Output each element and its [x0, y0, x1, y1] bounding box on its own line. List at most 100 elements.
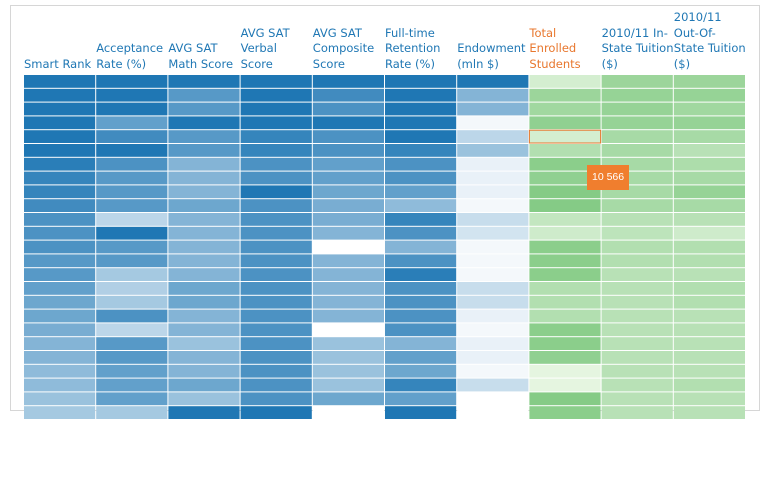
heatmap-cell[interactable] — [24, 323, 96, 337]
column-header[interactable]: AVG SAT Composite Score — [312, 25, 375, 71]
heatmap-cell[interactable] — [529, 268, 601, 281]
heatmap-cell[interactable] — [312, 75, 384, 88]
heatmap-cell[interactable] — [385, 351, 457, 364]
heatmap-cell[interactable] — [601, 282, 673, 295]
heatmap-cell[interactable] — [457, 226, 529, 240]
heatmap-cell[interactable] — [529, 157, 601, 171]
heatmap-cell[interactable] — [673, 199, 745, 212]
heatmap-cell[interactable] — [529, 406, 601, 419]
heatmap-cell[interactable] — [457, 240, 529, 254]
heatmap-cell[interactable] — [529, 171, 601, 185]
column-header[interactable]: AVG SAT Math Score — [168, 41, 234, 71]
heatmap-cell[interactable] — [529, 282, 601, 295]
heatmap-cell[interactable] — [168, 102, 240, 116]
heatmap-cell[interactable] — [385, 213, 457, 226]
heatmap-cell[interactable] — [24, 337, 96, 350]
heatmap-cell[interactable] — [601, 337, 673, 350]
heatmap-cell[interactable] — [529, 295, 601, 309]
heatmap-cell[interactable] — [168, 282, 240, 295]
heatmap-cell[interactable] — [96, 102, 168, 116]
heatmap-cell[interactable] — [168, 75, 240, 88]
heatmap-cell[interactable] — [601, 323, 673, 337]
heatmap-cell[interactable] — [240, 406, 312, 419]
heatmap-cell[interactable] — [601, 295, 673, 309]
heatmap-cell[interactable] — [312, 199, 384, 212]
heatmap-cell[interactable] — [24, 392, 96, 406]
column-header[interactable]: Smart Rank — [24, 56, 92, 71]
heatmap-cell[interactable] — [168, 144, 240, 157]
heatmap-cell[interactable] — [457, 144, 529, 157]
heatmap-cell[interactable] — [673, 185, 745, 199]
heatmap-cell[interactable] — [529, 116, 601, 130]
heatmap-cell[interactable] — [168, 295, 240, 309]
heatmap-cell[interactable] — [385, 254, 457, 268]
heatmap-cell[interactable] — [601, 75, 673, 88]
heatmap-cell[interactable] — [96, 199, 168, 212]
heatmap-cell[interactable] — [529, 130, 601, 143]
heatmap-cell[interactable] — [240, 102, 312, 116]
heatmap-cell[interactable] — [240, 337, 312, 350]
heatmap-cell[interactable] — [24, 102, 96, 116]
heatmap-cell[interactable] — [673, 144, 745, 157]
heatmap-cell[interactable] — [385, 337, 457, 350]
heatmap-cell[interactable] — [312, 226, 384, 240]
heatmap-cell[interactable] — [457, 171, 529, 185]
heatmap-cell[interactable] — [385, 323, 457, 337]
heatmap-cell[interactable] — [457, 351, 529, 364]
column-header[interactable]: Full-time Retention Rate (%) — [385, 25, 441, 71]
heatmap-cell[interactable] — [457, 185, 529, 199]
heatmap-cell[interactable] — [240, 351, 312, 364]
heatmap-cell[interactable] — [240, 213, 312, 226]
heatmap-cell[interactable] — [385, 185, 457, 199]
heatmap-cell[interactable] — [240, 157, 312, 171]
heatmap-cell[interactable] — [601, 88, 673, 102]
heatmap-cell[interactable] — [385, 75, 457, 88]
heatmap-cell[interactable] — [96, 392, 168, 406]
heatmap-cell[interactable] — [96, 88, 168, 102]
heatmap-cell[interactable] — [168, 392, 240, 406]
heatmap-cell[interactable] — [96, 406, 168, 419]
heatmap-cell[interactable] — [673, 254, 745, 268]
heatmap-cell[interactable] — [240, 295, 312, 309]
heatmap-cell[interactable] — [240, 309, 312, 323]
heatmap-cell[interactable] — [673, 75, 745, 88]
heatmap-cell[interactable] — [312, 268, 384, 281]
heatmap-cell[interactable] — [673, 392, 745, 406]
heatmap-cell[interactable] — [312, 323, 384, 337]
heatmap-cell[interactable] — [24, 254, 96, 268]
heatmap-cell[interactable] — [457, 102, 529, 116]
heatmap-cell[interactable] — [312, 337, 384, 350]
heatmap-cell[interactable] — [312, 88, 384, 102]
column-header[interactable]: Total Enrolled Students — [529, 25, 581, 71]
heatmap-cell[interactable] — [240, 116, 312, 130]
heatmap-cell[interactable] — [601, 102, 673, 116]
heatmap-cell[interactable] — [168, 88, 240, 102]
heatmap-cell[interactable] — [673, 240, 745, 254]
heatmap-cell[interactable] — [312, 116, 384, 130]
heatmap-cell[interactable] — [24, 213, 96, 226]
heatmap-cell[interactable] — [96, 323, 168, 337]
heatmap-cell[interactable] — [24, 309, 96, 323]
heatmap-cell[interactable] — [385, 406, 457, 419]
heatmap-cell[interactable] — [673, 351, 745, 364]
heatmap-cell[interactable] — [240, 240, 312, 254]
heatmap-cell[interactable] — [24, 144, 96, 157]
heatmap-cell[interactable] — [312, 213, 384, 226]
heatmap-cell[interactable] — [385, 102, 457, 116]
heatmap-cell[interactable] — [529, 378, 601, 392]
heatmap-cell[interactable] — [168, 254, 240, 268]
heatmap-cell[interactable] — [96, 240, 168, 254]
heatmap-cell[interactable] — [168, 130, 240, 143]
heatmap-cell[interactable] — [529, 185, 601, 199]
heatmap-cell[interactable] — [312, 144, 384, 157]
heatmap-cell[interactable] — [24, 282, 96, 295]
heatmap-cell[interactable] — [312, 406, 384, 419]
heatmap-cell[interactable] — [529, 364, 601, 378]
heatmap-cell[interactable] — [312, 185, 384, 199]
heatmap-cell[interactable] — [24, 157, 96, 171]
heatmap-cell[interactable] — [601, 268, 673, 281]
heatmap-cell[interactable] — [673, 130, 745, 143]
heatmap-cell[interactable] — [24, 406, 96, 419]
heatmap-cell[interactable] — [385, 144, 457, 157]
heatmap-cell[interactable] — [96, 226, 168, 240]
